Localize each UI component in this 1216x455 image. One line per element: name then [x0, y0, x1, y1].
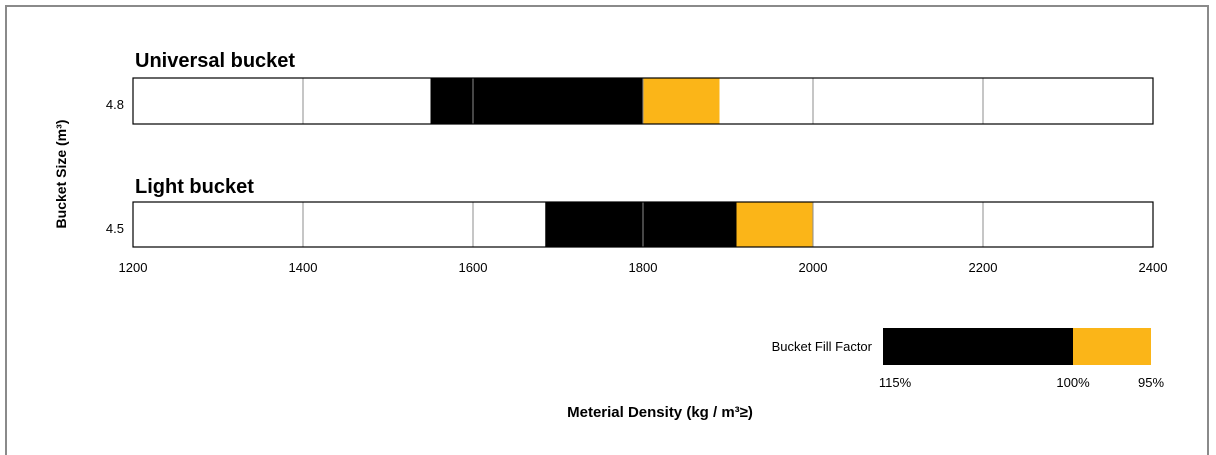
x-axis-ticks: 1200 1400 1600 1800 2000 2200 2400 — [119, 260, 1168, 275]
legend-swatch — [883, 328, 1073, 365]
chart-frame — [5, 5, 1209, 455]
panel-title: Universal bucket — [135, 50, 295, 72]
x-tick-label: 2400 — [1139, 260, 1168, 275]
plot-border — [132, 201, 1154, 248]
x-tick-label: 2000 — [799, 260, 828, 275]
x-tick-label: 1800 — [629, 260, 658, 275]
bucket-size-label: 4.5 — [106, 221, 124, 236]
legend: Bucket Fill Factor 115% 100% 95% — [772, 328, 1164, 390]
bucket-size-label: 4.8 — [106, 97, 124, 112]
legend-label: Bucket Fill Factor — [772, 339, 873, 354]
range-bar — [736, 202, 813, 247]
x-tick-label: 2200 — [969, 260, 998, 275]
panel-title: Light bucket — [135, 176, 254, 198]
legend-swatch — [1073, 328, 1151, 365]
panel-light-bucket: Light bucket 4.5 — [106, 176, 1154, 248]
y-axis-label: Bucket Size (m³) — [53, 120, 69, 229]
x-tick-label: 1200 — [119, 260, 148, 275]
legend-tick-label: 100% — [1056, 375, 1090, 390]
panel-universal-bucket: Universal bucket 4.8 — [106, 50, 1154, 125]
legend-tick-label: 115% — [879, 375, 912, 390]
x-axis-label: Meterial Density (kg / m³≥) — [567, 404, 753, 421]
range-bar — [430, 78, 643, 124]
plot-border — [132, 77, 1154, 125]
range-bar — [643, 78, 720, 124]
x-tick-label: 1400 — [289, 260, 318, 275]
x-tick-label: 1600 — [459, 260, 488, 275]
legend-tick-label: 95% — [1138, 375, 1164, 390]
range-bar — [545, 202, 737, 247]
